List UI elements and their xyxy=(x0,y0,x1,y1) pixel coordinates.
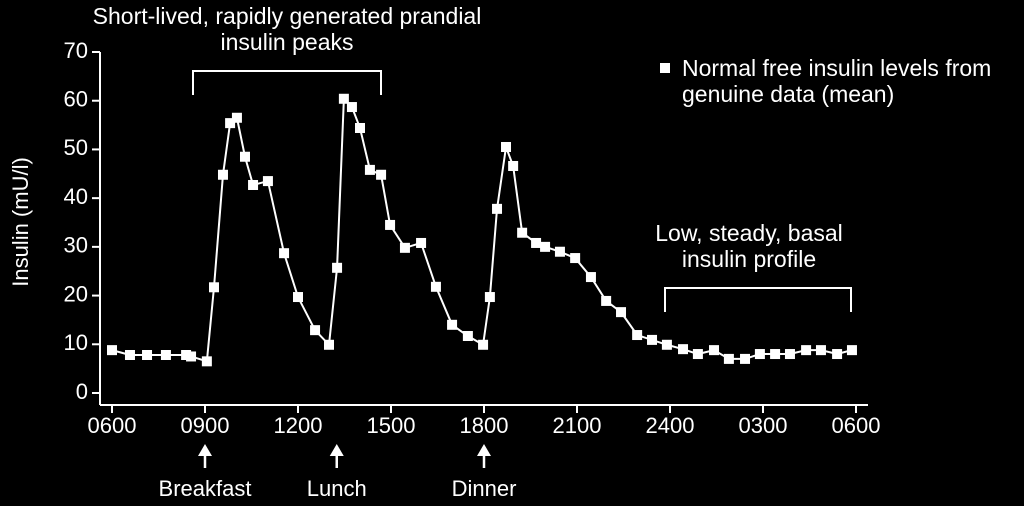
data-point xyxy=(754,349,765,360)
data-point xyxy=(709,345,720,356)
data-point xyxy=(723,353,734,364)
data-point xyxy=(447,319,458,330)
data-point xyxy=(815,345,826,356)
data-point xyxy=(310,325,321,336)
data-point xyxy=(430,281,441,292)
data-point xyxy=(225,118,236,129)
data-point xyxy=(517,227,528,238)
y-tick-label: 20 xyxy=(64,281,88,306)
data-point xyxy=(208,282,219,293)
data-point xyxy=(338,93,349,104)
data-point xyxy=(801,345,812,356)
y-tick-label: 10 xyxy=(64,330,88,355)
data-point xyxy=(678,344,689,355)
data-point xyxy=(217,169,228,180)
data-point xyxy=(462,331,473,342)
y-tick-label: 50 xyxy=(64,135,88,160)
data-point xyxy=(616,307,627,318)
x-tick-label: 0600 xyxy=(832,413,881,438)
event-arrowhead xyxy=(198,444,212,456)
data-point xyxy=(385,219,396,230)
event-arrowhead xyxy=(477,444,491,456)
data-point xyxy=(692,349,703,360)
data-point xyxy=(531,237,542,248)
data-point xyxy=(262,176,273,187)
data-point xyxy=(501,141,512,152)
event-label: Dinner xyxy=(452,476,517,501)
data-point xyxy=(160,350,171,361)
data-point xyxy=(124,350,135,361)
data-point xyxy=(248,179,259,190)
data-point xyxy=(355,122,365,133)
data-point xyxy=(492,203,503,214)
peaks-bracket xyxy=(192,70,382,95)
data-point xyxy=(416,237,427,248)
legend-label: Normal free insulin levels from genuine … xyxy=(682,55,992,107)
event-label: Lunch xyxy=(307,476,367,501)
x-tick-label: 0300 xyxy=(739,413,788,438)
data-point xyxy=(846,345,857,356)
data-point xyxy=(201,356,212,367)
event-label: Breakfast xyxy=(159,476,252,501)
y-tick-label: 30 xyxy=(64,233,88,258)
data-point xyxy=(585,272,596,283)
data-point xyxy=(554,246,565,257)
y-tick-label: 40 xyxy=(64,184,88,209)
x-tick-label: 2100 xyxy=(553,413,602,438)
data-point xyxy=(484,292,495,303)
data-point xyxy=(399,242,410,253)
y-tick-label: 70 xyxy=(64,38,88,63)
event-arrowhead xyxy=(329,444,344,456)
data-point xyxy=(647,334,658,345)
basal-bracket xyxy=(664,287,852,312)
y-tick-label: 0 xyxy=(76,379,88,404)
data-point xyxy=(279,248,290,259)
data-point xyxy=(239,151,250,162)
x-tick-label: 1500 xyxy=(367,413,416,438)
data-point xyxy=(540,241,551,252)
data-point xyxy=(332,262,343,273)
annotation: Low, steady, basal insulin profile xyxy=(655,220,843,272)
x-tick-label: 2400 xyxy=(646,413,695,438)
x-tick-label: 0900 xyxy=(181,413,230,438)
y-tick-label: 60 xyxy=(64,87,88,112)
data-point xyxy=(508,160,519,171)
data-point xyxy=(770,349,781,360)
annotation: Short-lived, rapidly generated prandial … xyxy=(92,3,482,55)
y-axis-label: Insulin (mU/l) xyxy=(8,157,33,287)
data-point xyxy=(832,349,843,360)
data-point xyxy=(142,350,153,361)
data-point xyxy=(231,112,242,123)
data-point xyxy=(784,349,795,360)
data-point xyxy=(478,339,489,350)
data-point xyxy=(661,339,672,350)
data-point xyxy=(601,295,612,306)
data-point xyxy=(364,164,375,175)
data-point xyxy=(632,330,643,341)
x-tick-label: 1800 xyxy=(460,413,509,438)
x-tick-label: 0600 xyxy=(88,413,137,438)
data-point xyxy=(376,169,387,180)
legend-marker xyxy=(660,63,670,73)
data-point xyxy=(186,351,197,362)
data-point xyxy=(740,353,751,364)
data-point xyxy=(570,253,581,264)
data-point xyxy=(346,102,357,113)
x-tick-label: 1200 xyxy=(274,413,323,438)
data-point xyxy=(107,345,117,356)
data-point xyxy=(293,292,303,303)
data-point xyxy=(324,339,334,350)
